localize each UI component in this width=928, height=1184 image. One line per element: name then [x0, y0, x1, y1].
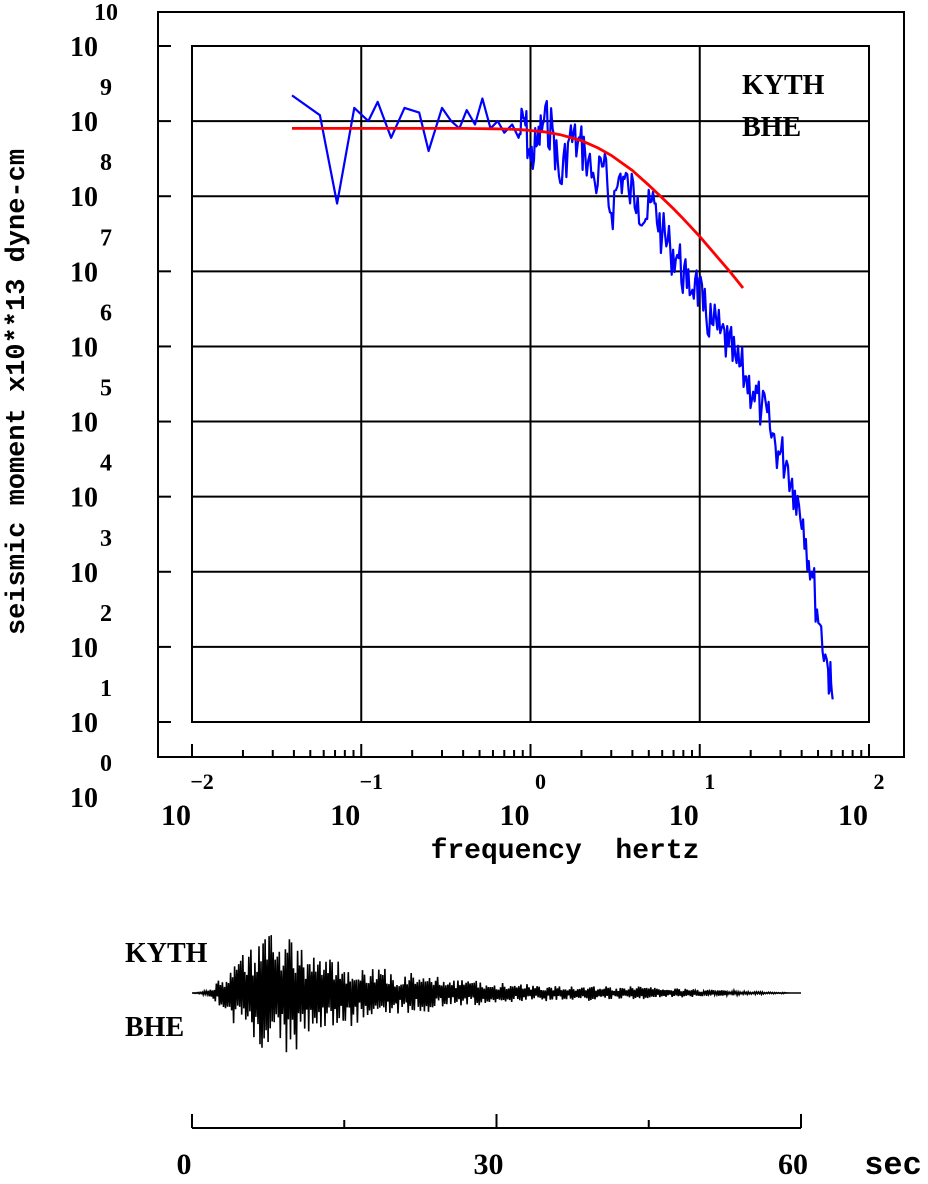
y-tick-exponent: 8: [100, 150, 112, 176]
y-tick-exponent: 4: [100, 451, 112, 477]
y-tick-base: 10: [70, 257, 98, 288]
x-tick-exponent: −1: [359, 769, 383, 794]
x-tick-exponent: 2: [874, 769, 885, 794]
series-layer: [291, 94, 834, 700]
time-tick-label: 30: [474, 1148, 504, 1181]
y-tick-exponent: 3: [100, 526, 112, 552]
station-label-spectrum: KYTH: [742, 70, 825, 101]
y-tick-base: 10: [70, 708, 98, 739]
time-unit-label: sec: [864, 1147, 922, 1184]
grid: [192, 46, 869, 722]
seismogram-line: [191, 935, 801, 1053]
x-tick-exponent: 1: [704, 769, 715, 794]
y-tick-exponent: 5: [100, 376, 112, 402]
time-tick-label: 60: [778, 1148, 808, 1181]
y-tick-exponent: 1: [100, 676, 112, 702]
y-tick-base: 10: [70, 633, 98, 664]
x-axis-label: frequency hertz: [431, 836, 700, 867]
y-axis-label: seismic moment x10**13 dyne-cm: [3, 149, 33, 635]
y-tick-base: 10: [70, 783, 98, 814]
time-tick-labels: 0 30 60: [177, 1148, 809, 1181]
x-tick-exponent: −2: [190, 769, 214, 794]
y-tick-base: 10: [70, 32, 98, 63]
y-tick-exponent: 9: [100, 75, 112, 101]
x-tick-base: 10: [669, 799, 699, 832]
y-tick-base: 10: [70, 107, 98, 138]
y-tick-base: 10: [70, 483, 98, 514]
time-axis: [191, 1114, 802, 1129]
component-label-trace: BHE: [125, 1012, 184, 1043]
component-label-spectrum: BHE: [742, 112, 801, 143]
x-tick-base: 10: [330, 799, 360, 832]
y-tick-exponent: 6: [100, 300, 112, 326]
y-tick-base: 10: [70, 408, 98, 439]
y-tick-base: 10: [70, 182, 98, 213]
y-tick-base: 10: [70, 558, 98, 589]
x-tick-base: 10: [838, 799, 868, 832]
y-tick-exponent: 7: [100, 225, 112, 251]
x-tick-base: 10: [161, 799, 191, 832]
x-tick-exponent: 0: [535, 769, 546, 794]
seismogram-trace: [191, 935, 801, 1053]
y-tick-exponent: 10: [94, 0, 118, 26]
model-spectrum-line: [292, 127, 745, 289]
observed-spectrum-line: [291, 94, 834, 700]
x-tick-base: 10: [500, 799, 530, 832]
station-label-trace: KYTH: [125, 938, 208, 969]
time-tick-label: 0: [177, 1148, 192, 1181]
y-tick-exponent: 0: [100, 751, 112, 777]
y-tick-base: 10: [70, 332, 98, 363]
axis-ticks: [158, 45, 870, 757]
y-tick-exponent: 2: [100, 601, 112, 627]
